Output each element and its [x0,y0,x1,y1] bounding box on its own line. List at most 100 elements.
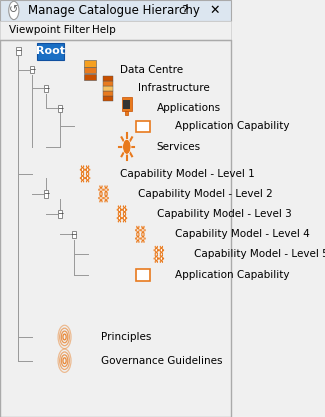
Circle shape [99,193,100,196]
Circle shape [142,229,144,231]
Text: −: − [57,104,63,113]
Circle shape [101,193,103,196]
Bar [136,121,150,132]
Text: Root: Root [36,46,65,56]
Circle shape [107,185,108,188]
Circle shape [81,165,82,168]
Circle shape [83,173,84,176]
Circle shape [104,192,106,194]
Circle shape [121,208,122,211]
Bar [37,43,64,60]
Circle shape [105,188,107,191]
Circle shape [119,217,120,219]
Circle shape [160,254,161,256]
Bar [103,91,113,96]
Text: Capability Model - Level 4: Capability Model - Level 4 [175,229,310,239]
Circle shape [86,175,89,181]
Circle shape [155,254,156,256]
Circle shape [161,249,162,251]
Circle shape [141,234,142,236]
Circle shape [123,215,126,221]
Text: Capability Model - Level 5: Capability Model - Level 5 [194,249,325,259]
Bar [136,269,150,281]
Circle shape [107,200,108,203]
Circle shape [123,220,124,223]
Circle shape [161,257,162,260]
Bar [72,231,76,238]
Circle shape [157,246,158,248]
Circle shape [89,168,90,171]
Text: Capability Model - Level 3: Capability Model - Level 3 [157,209,292,219]
Circle shape [118,206,121,213]
Circle shape [162,252,163,255]
Circle shape [100,197,102,199]
Circle shape [139,229,141,231]
Circle shape [122,208,123,211]
Text: Infrastructure: Infrastructure [138,83,210,93]
Circle shape [136,234,137,236]
Circle shape [123,206,126,213]
Circle shape [125,214,126,216]
Circle shape [87,168,88,171]
Bar [44,190,48,198]
Circle shape [145,237,146,240]
Circle shape [100,188,102,191]
Bar [125,111,128,115]
Circle shape [85,177,86,179]
Circle shape [160,252,161,255]
Circle shape [159,249,160,251]
Bar [103,86,113,91]
Circle shape [105,197,107,199]
Circle shape [118,212,119,214]
Circle shape [104,200,106,203]
Circle shape [154,257,155,260]
Circle shape [154,255,158,262]
Circle shape [158,249,159,251]
Circle shape [120,205,121,208]
Circle shape [120,212,121,214]
Circle shape [80,177,81,179]
Circle shape [141,226,142,228]
Circle shape [87,177,88,179]
Bar [103,76,113,81]
Circle shape [158,257,159,260]
Circle shape [104,185,106,188]
Circle shape [99,185,100,188]
Circle shape [89,177,90,179]
Circle shape [104,186,108,193]
Circle shape [141,241,142,243]
Circle shape [138,226,139,228]
Bar [44,85,48,92]
Circle shape [85,168,86,171]
Circle shape [101,200,103,203]
Circle shape [101,192,103,194]
Circle shape [125,220,126,223]
Circle shape [81,173,82,176]
Text: Data Centre: Data Centre [120,65,183,75]
Bar [84,67,96,73]
Circle shape [136,241,137,243]
Text: −: − [15,46,22,55]
Circle shape [136,226,137,228]
Circle shape [107,193,108,196]
Circle shape [88,180,89,183]
Circle shape [160,247,163,254]
Circle shape [123,205,124,208]
Circle shape [143,232,145,235]
Circle shape [137,237,138,240]
Text: Application Capability: Application Capability [175,121,290,131]
Circle shape [120,220,121,223]
Circle shape [143,226,145,228]
Circle shape [103,197,105,199]
Circle shape [143,234,145,236]
Circle shape [141,227,145,234]
Circle shape [121,217,122,219]
Circle shape [99,192,100,194]
Circle shape [136,227,140,234]
Circle shape [124,208,125,211]
Circle shape [101,185,103,188]
Circle shape [157,252,158,255]
Circle shape [84,168,85,171]
Text: ?: ? [181,4,188,18]
Text: ✕: ✕ [209,4,220,18]
